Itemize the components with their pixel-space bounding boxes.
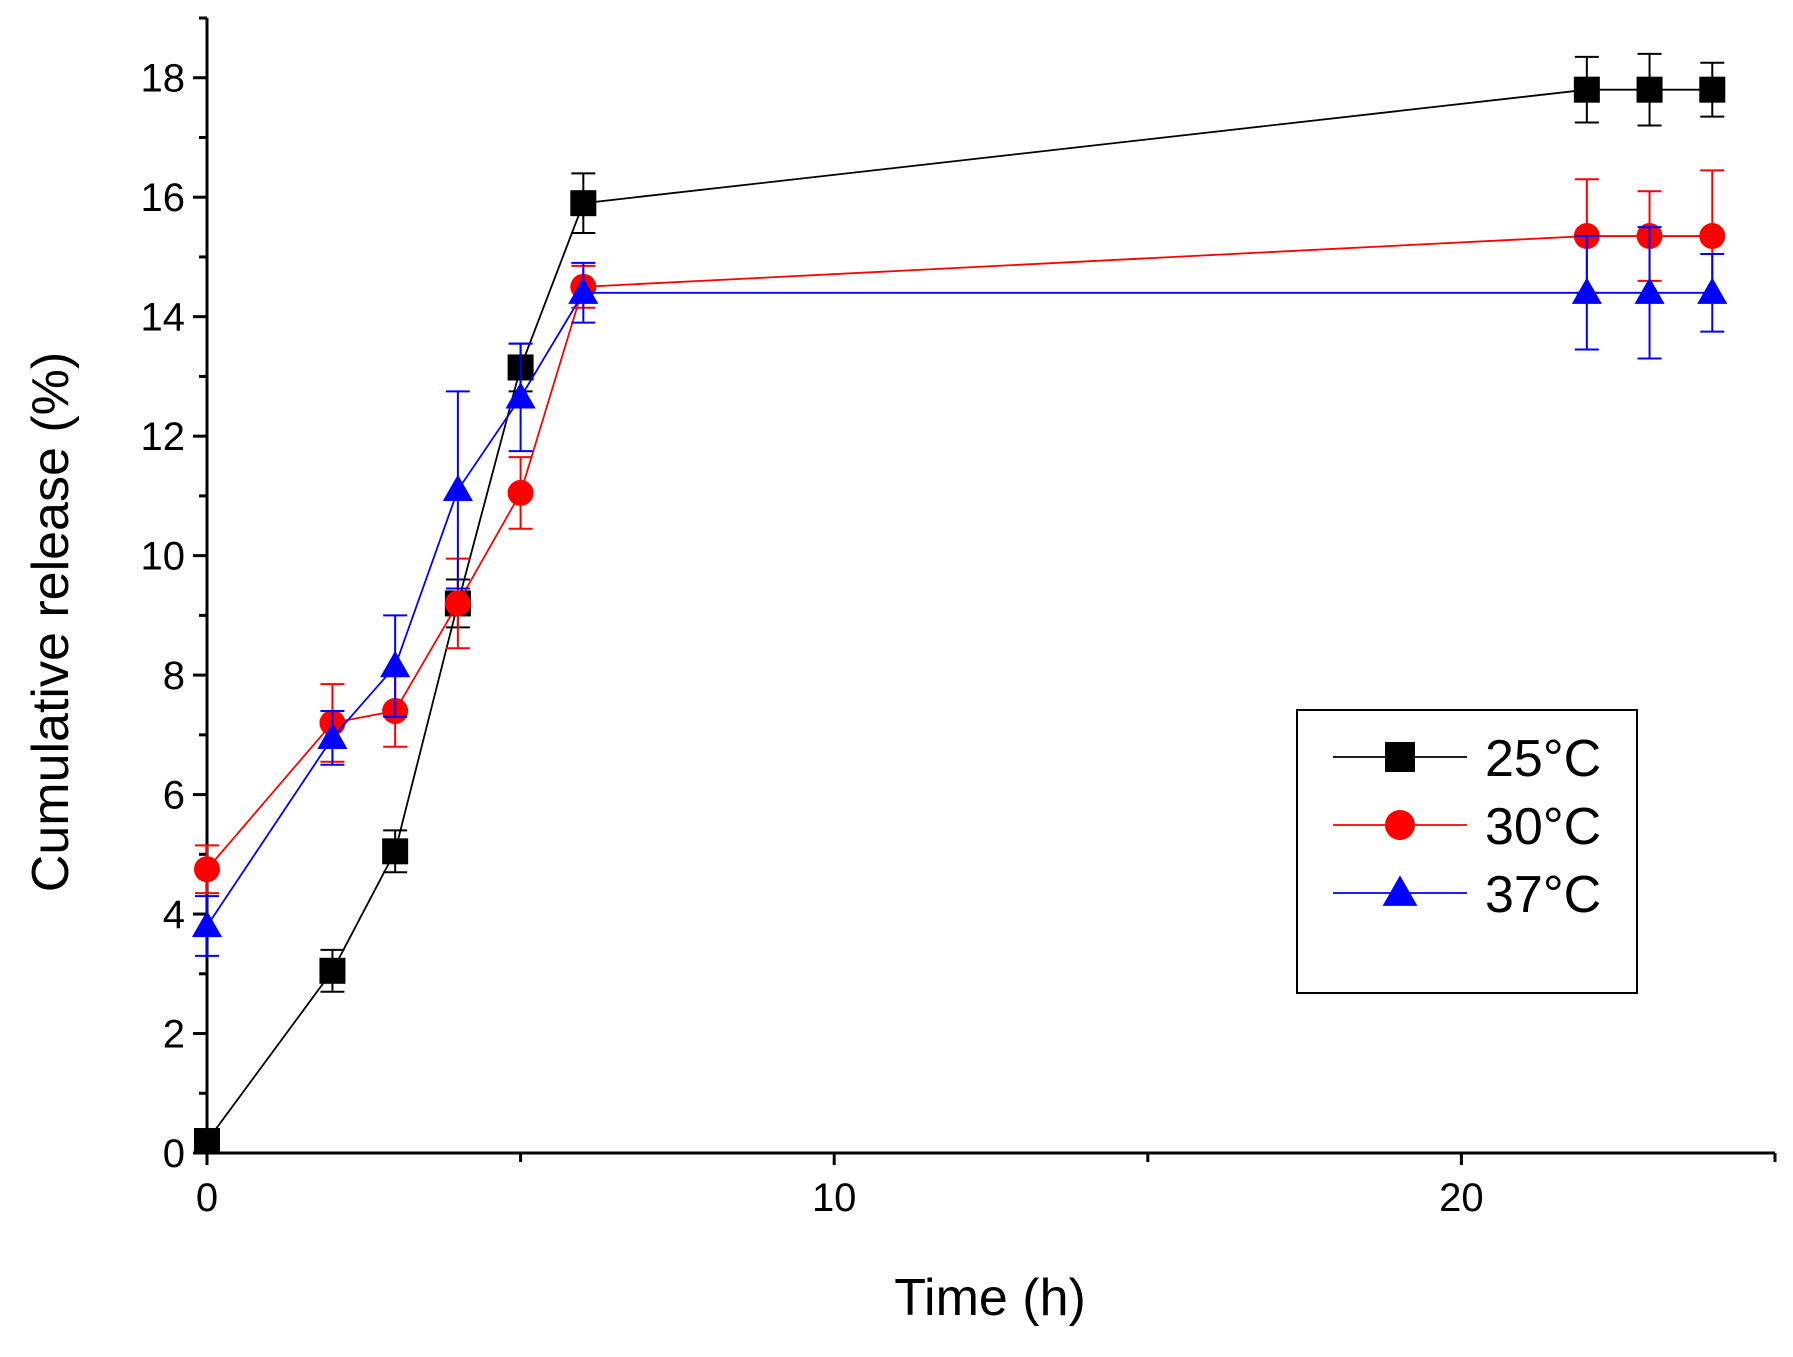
data-point [442, 474, 473, 502]
legend-label: 25°C [1485, 730, 1601, 788]
series-group [191, 52, 1728, 1155]
data-point [505, 382, 536, 409]
data-point [1699, 76, 1726, 103]
axes: 0 2 4 6 8 10 12 14 16 18 0 10 20 [141, 16, 1777, 1220]
y-tick-label: 16 [141, 176, 186, 220]
legend-marker [1385, 742, 1415, 772]
y-tick-label: 6 [163, 774, 185, 818]
data-point [317, 722, 348, 749]
data-point [444, 590, 471, 617]
y-tick-label: 12 [141, 415, 186, 459]
data-point [319, 957, 346, 984]
data-point [1636, 76, 1663, 103]
data-point [1571, 277, 1602, 304]
y-tick-label: 14 [141, 296, 186, 340]
data-point [382, 838, 409, 865]
x-tick-label: 0 [196, 1176, 218, 1220]
y-axis-title: Cumulative release (%) [22, 352, 80, 892]
data-point [380, 650, 411, 678]
data-point [191, 910, 223, 938]
series-37°C [191, 226, 1728, 957]
legend-marker [1385, 810, 1415, 840]
y-tick-label: 18 [141, 57, 186, 101]
y-tick-label: 4 [163, 893, 185, 937]
x-axis-title: Time (h) [894, 1269, 1086, 1327]
x-tick-label: 20 [1439, 1176, 1484, 1220]
x-tick-label: 10 [812, 1176, 857, 1220]
data-point [1573, 76, 1600, 103]
data-point [1697, 277, 1728, 304]
legend-label: 30°C [1485, 798, 1601, 856]
y-tick-label: 0 [163, 1132, 185, 1176]
data-point [194, 856, 220, 883]
data-point [1634, 277, 1665, 304]
y-tick-label: 8 [163, 654, 185, 698]
data-point [507, 479, 534, 506]
y-tick-label: 10 [141, 535, 186, 579]
legend-label: 37°C [1485, 866, 1601, 924]
data-point [194, 1128, 220, 1155]
data-point [568, 277, 599, 304]
data-point [570, 190, 597, 217]
legend: 25°C 30°C 37°C [1296, 709, 1638, 994]
y-tick-label: 2 [163, 1013, 185, 1057]
legend-marker [1382, 875, 1418, 906]
data-point [1699, 223, 1726, 250]
